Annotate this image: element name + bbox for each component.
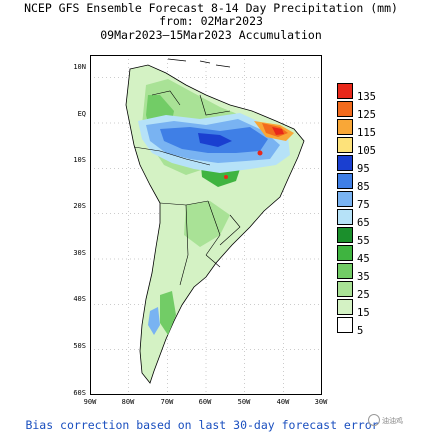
colorbar-swatch xyxy=(337,137,353,153)
lon-label-60w: 60W xyxy=(198,398,212,406)
colorbar-swatch xyxy=(337,263,353,279)
colorbar-swatch xyxy=(337,245,353,261)
map-border xyxy=(90,55,322,395)
lat-label-10n: 10N xyxy=(73,63,86,71)
lon-label-50w: 50W xyxy=(237,398,251,406)
chart-title: NCEP GFS Ensemble Forecast 8-14 Day Prec… xyxy=(24,1,398,15)
colorbar-label: 35 xyxy=(357,271,370,283)
precip-spot-inland xyxy=(224,175,228,179)
colorbar-swatch xyxy=(337,281,353,297)
colorbar-label: 5 xyxy=(357,325,364,337)
lat-label-40s: 40S xyxy=(73,295,86,303)
lon-label-70w: 70W xyxy=(160,398,174,406)
colorbar-swatch xyxy=(337,299,353,315)
lon-label-80w: 80W xyxy=(121,398,135,406)
colorbar-swatch xyxy=(337,191,353,207)
colorbar-swatch xyxy=(337,83,353,99)
colorbar-label: 25 xyxy=(357,289,370,301)
precip-patagonia-zone xyxy=(148,307,160,335)
colorbar-label: 45 xyxy=(357,253,370,265)
forecast-init-date: from: 02Mar2023 xyxy=(159,14,263,28)
country-borders xyxy=(133,90,241,286)
lon-label-90w: 90W xyxy=(83,398,97,406)
caribbean-islands xyxy=(167,58,231,68)
colorbar-label: 65 xyxy=(357,217,370,229)
precip-25-south xyxy=(184,201,230,247)
colorbar-label: 95 xyxy=(357,163,370,175)
lat-label-20s: 20S xyxy=(73,202,86,210)
watermark-text: 油油鸡 xyxy=(382,417,403,425)
colorbar-swatch xyxy=(337,227,353,243)
lat-label-50s: 50S xyxy=(73,342,86,350)
precip-spot-max xyxy=(257,150,263,156)
watermark-logo-icon xyxy=(368,414,380,426)
precip-135-zone xyxy=(272,127,284,135)
precip-95-105-zone xyxy=(198,133,232,147)
colorbar-label: 135 xyxy=(357,91,376,103)
precip-35-south xyxy=(160,291,176,335)
accumulation-period: 09Mar2023–15Mar2023 Accumulation xyxy=(100,28,322,42)
lat-label-30s: 30S xyxy=(73,249,86,257)
colorbar-swatch xyxy=(337,209,353,225)
lon-label-40w: 40W xyxy=(276,398,290,406)
map-canvas xyxy=(90,55,322,395)
colorbar-swatch xyxy=(337,317,353,333)
colorbar-label: 55 xyxy=(357,235,370,247)
bias-correction-note: Bias correction based on last 30-day for… xyxy=(25,418,379,432)
lat-label-10s: 10S xyxy=(73,156,86,164)
colorbar-swatch xyxy=(337,173,353,189)
colorbar-label: 85 xyxy=(357,181,370,193)
colorbar-label: 125 xyxy=(357,109,376,121)
lat-label-eq: EQ xyxy=(77,110,86,118)
colorbar-label: 115 xyxy=(357,127,376,139)
lon-label-30w: 30W xyxy=(314,398,328,406)
colorbar-label: 105 xyxy=(357,145,376,157)
colorbar-label: 15 xyxy=(357,307,370,319)
colorbar-swatch xyxy=(337,101,353,117)
colorbar-swatch xyxy=(337,119,353,135)
precipitation-map xyxy=(90,55,322,395)
lat-label-60s: 60S xyxy=(73,389,86,397)
colorbar-swatch xyxy=(337,155,353,171)
colorbar-label: 75 xyxy=(357,199,370,211)
